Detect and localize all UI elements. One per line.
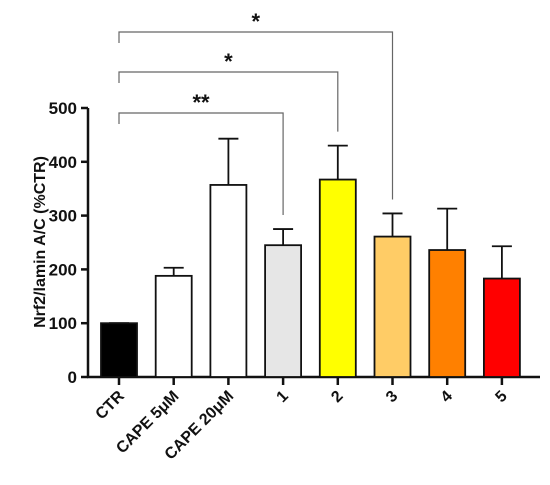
- bar-3: [373, 235, 412, 378]
- bar-1: [264, 244, 303, 378]
- bar-cape-20-m: [209, 184, 248, 378]
- significance-label: **: [192, 90, 210, 115]
- significance-label: *: [251, 9, 260, 34]
- x-tick-label: 3: [383, 388, 401, 406]
- error-bars: [109, 137, 512, 325]
- bars: [100, 178, 521, 378]
- bar-5: [482, 277, 521, 378]
- y-tick-label: 500: [49, 99, 77, 118]
- significance-bracket: [118, 112, 284, 216]
- significance-bracket: [118, 31, 394, 200]
- x-tick-label: 5: [492, 388, 510, 406]
- y-ticks: 0 100 200 300 400 500: [49, 99, 88, 387]
- bar-ctr: [100, 322, 138, 378]
- x-tick-label: 4: [438, 388, 456, 406]
- bar-2: [318, 178, 357, 378]
- bar-4: [428, 249, 467, 378]
- y-axis-label: Nrf2/lamin A/C (%CTR): [32, 156, 49, 328]
- x-tick-label: 1: [274, 388, 292, 406]
- significance-brackets: ****: [118, 9, 394, 216]
- y-tick-label: 200: [49, 260, 77, 279]
- y-tick-label: 400: [49, 153, 77, 172]
- x-tick-label: CTR: [93, 387, 129, 423]
- x-tick-label: 2: [328, 388, 346, 406]
- bar-cape-5-m: [154, 274, 193, 378]
- y-tick-label: 300: [49, 207, 77, 226]
- significance-label: *: [224, 49, 233, 74]
- significance-bracket: [118, 71, 339, 132]
- y-tick-label: 100: [49, 314, 77, 333]
- y-tick-label: 0: [68, 368, 77, 387]
